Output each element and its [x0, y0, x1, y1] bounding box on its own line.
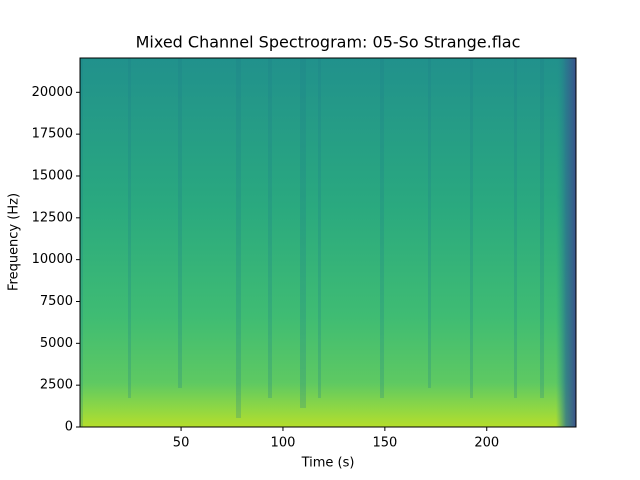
y-tick-label: 0 [65, 420, 73, 435]
x-tick-label: 150 [372, 436, 397, 451]
y-tick-label: 20000 [32, 85, 73, 100]
y-axis-label: Frequency (Hz) [7, 193, 22, 291]
x-axis-label: Time (s) [301, 456, 355, 471]
y-tick-label: 12500 [32, 210, 73, 225]
chart-title: Mixed Channel Spectrogram: 05-So Strange… [136, 33, 521, 52]
y-tick-label: 7500 [40, 294, 73, 309]
plot-area [79, 57, 577, 428]
spectrogram-image [80, 58, 576, 427]
y-tick-label: 5000 [40, 336, 73, 351]
y-tick-label: 2500 [40, 378, 73, 393]
y-tick-label: 10000 [32, 252, 73, 267]
spectrogram-fade [556, 58, 576, 427]
y-tick-label: 17500 [32, 127, 73, 142]
y-tick-label: 15000 [32, 168, 73, 183]
x-tick-label: 100 [271, 436, 296, 451]
spectrogram-texture [80, 58, 544, 427]
x-tick-label: 200 [474, 436, 499, 451]
x-tick-label: 50 [173, 436, 190, 451]
axes-frame [79, 57, 577, 428]
